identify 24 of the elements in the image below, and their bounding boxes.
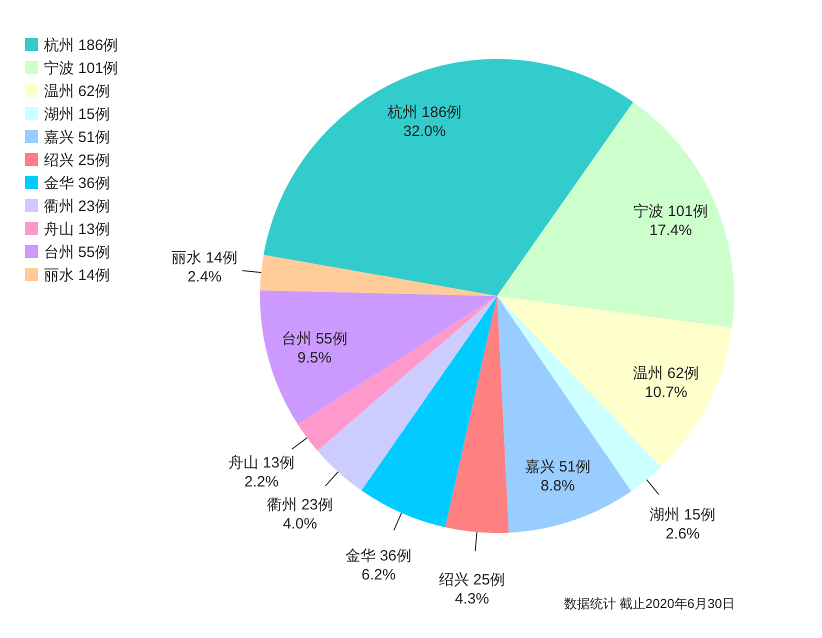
data-label: 4.0%: [282, 516, 318, 533]
slice-label: 金华 36例: [346, 547, 412, 564]
slice-label: 衢州 23例: [267, 496, 333, 514]
legend-label: 舟山 13例: [44, 221, 110, 238]
slice-label: 丽水 14例: [172, 249, 238, 266]
data-label: 2.6%: [666, 525, 700, 542]
legend-label: 丽水 14例: [44, 267, 110, 284]
legend-label: 湖州 15例: [44, 106, 110, 123]
legend-label: 衢州 23例: [44, 198, 110, 215]
slice-label: 舟山 13例: [228, 454, 294, 472]
legend-label: 绍兴 25例: [44, 152, 110, 169]
legend-label: 台州 55例: [44, 244, 110, 261]
slice-label: 湖州 15例: [650, 506, 716, 524]
legend-label: 杭州 186例: [43, 37, 118, 54]
slice-label: 绍兴 25例: [439, 571, 505, 588]
data-label: 4.3%: [454, 590, 490, 608]
text: 数据统计 截止2020年6月30日: [564, 596, 735, 611]
legend-label: 宁波 101例: [44, 60, 118, 77]
data-label: 2.2%: [244, 473, 279, 490]
legend-label: 金华 36例: [44, 175, 110, 192]
legend-label: 嘉兴 51例: [44, 129, 110, 146]
data-label: 6.2%: [362, 566, 396, 584]
data-label: 2.4%: [187, 268, 222, 286]
legend-label: 温州 62例: [44, 83, 110, 100]
